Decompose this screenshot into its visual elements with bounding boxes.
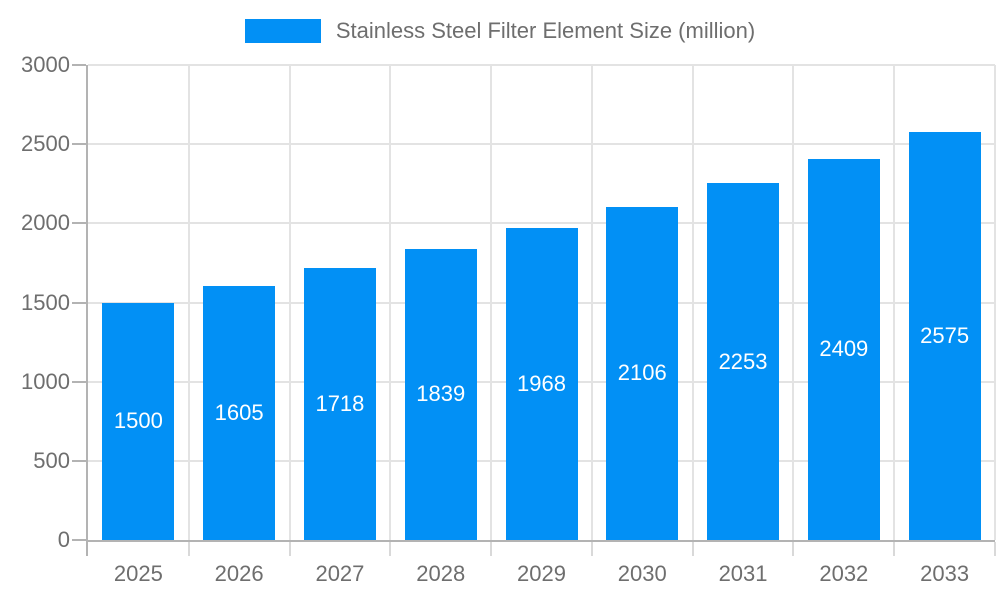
gridline-vertical	[792, 65, 795, 540]
bar-2029[interactable]: 1968	[505, 228, 578, 540]
gridline-horizontal	[88, 143, 995, 146]
gridline-vertical	[389, 65, 392, 540]
x-axis-label: 2028	[416, 561, 466, 586]
legend-swatch-icon	[244, 19, 321, 43]
gridline-vertical	[490, 65, 493, 540]
legend-label: Stainless Steel Filter Element Size (mil…	[335, 18, 756, 43]
x-axis-label: 2032	[819, 561, 869, 586]
gridline-vertical	[590, 65, 593, 540]
bar-value-label: 1500	[113, 408, 163, 434]
x-axis-line	[86, 540, 995, 542]
bar-2031[interactable]: 2253	[707, 183, 780, 540]
x-axis-tick	[590, 542, 593, 556]
x-axis-tick	[389, 542, 392, 556]
bar-value-label: 1968	[517, 371, 566, 397]
bar-value-label: 2575	[920, 323, 970, 349]
x-axis-tick	[792, 542, 795, 556]
x-axis-tick	[994, 542, 996, 556]
x-axis-tick	[490, 542, 493, 556]
bar-2027[interactable]: 1718	[303, 267, 376, 540]
y-axis-label: 2500	[21, 131, 70, 157]
gridline-horizontal	[88, 222, 995, 225]
bar-2028[interactable]: 1839	[404, 248, 477, 540]
gridline-vertical	[893, 65, 896, 540]
y-axis-tick	[72, 222, 86, 225]
bar-2033[interactable]: 2575	[908, 132, 981, 540]
bar-value-label: 2253	[718, 348, 768, 374]
gridline-horizontal	[88, 64, 995, 66]
gridline-vertical	[691, 65, 694, 540]
y-axis-tick	[72, 64, 86, 66]
y-axis-label: 3000	[21, 52, 70, 77]
y-axis-line	[86, 65, 88, 556]
bar-value-label: 1839	[416, 381, 466, 407]
legend: Stainless Steel Filter Element Size (mil…	[0, 17, 1000, 45]
x-axis-tick	[893, 542, 896, 556]
bar-value-label: 1718	[315, 390, 365, 416]
bar-2026[interactable]: 1605	[203, 285, 276, 540]
gridline-vertical	[187, 65, 190, 540]
x-axis-tick	[187, 542, 190, 556]
x-axis-label: 2031	[718, 561, 768, 586]
x-axis-label: 2029	[517, 561, 566, 586]
x-axis-label: 2025	[113, 561, 163, 586]
bar-2030[interactable]: 2106	[606, 206, 679, 540]
y-axis-tick	[72, 143, 86, 146]
y-axis-label: 1000	[21, 368, 70, 394]
y-axis-tick	[72, 301, 86, 304]
bar-value-label: 2106	[617, 360, 667, 386]
x-axis-tick	[288, 542, 291, 556]
gridline-vertical	[994, 65, 996, 540]
legend-item[interactable]: Stainless Steel Filter Element Size (mil…	[244, 17, 756, 45]
x-axis-label: 2026	[214, 561, 264, 586]
y-axis-label: 2000	[21, 210, 70, 236]
y-axis-tick	[72, 380, 86, 383]
y-axis-tick	[72, 459, 86, 462]
x-axis-label: 2033	[920, 561, 970, 586]
bar-value-label: 1605	[214, 399, 264, 425]
y-axis-tick	[72, 539, 86, 541]
y-axis-label: 1500	[21, 289, 70, 315]
x-axis-tick	[691, 542, 694, 556]
y-axis-label: 500	[33, 447, 70, 473]
x-axis-label: 2027	[315, 561, 365, 586]
x-axis-label: 2030	[617, 561, 667, 586]
y-axis-label: 0	[57, 527, 70, 552]
bar-2025[interactable]: 1500	[102, 302, 175, 540]
bar-value-label: 2409	[819, 336, 869, 362]
gridline-vertical	[288, 65, 291, 540]
bar-2032[interactable]: 2409	[807, 158, 880, 540]
